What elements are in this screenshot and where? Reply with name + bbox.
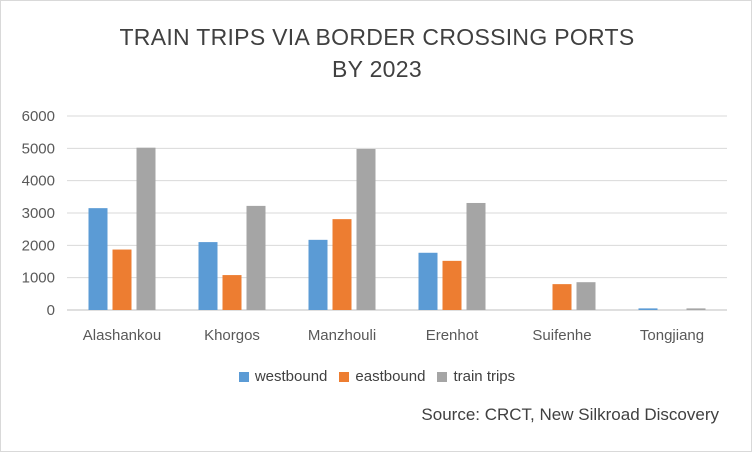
bar-westbound-tongjiang xyxy=(638,308,658,310)
y-tick-label: 2000 xyxy=(22,237,55,254)
bar-eastbound-khorgos xyxy=(222,275,242,310)
bar-westbound-manzhouli xyxy=(308,239,328,310)
bar-train-trips-manzhouli xyxy=(356,148,376,310)
x-tick-label: Alashankou xyxy=(83,327,161,344)
legend-swatch xyxy=(437,371,448,382)
y-tick-label: 3000 xyxy=(22,205,55,222)
x-tick-label: Erenhot xyxy=(426,327,479,344)
legend-label: eastbound xyxy=(355,368,426,385)
bar-westbound-erenhot xyxy=(418,252,438,310)
bar-eastbound-alashankou xyxy=(112,249,132,310)
legend-label: train trips xyxy=(453,368,516,385)
chart-title-line-1: TRAIN TRIPS VIA BORDER CROSSING PORTS xyxy=(119,24,635,50)
bar-train-trips-erenhot xyxy=(466,202,486,310)
bar-train-trips-khorgos xyxy=(246,205,266,310)
y-tick-label: 4000 xyxy=(22,173,55,190)
chart-title-line-2: BY 2023 xyxy=(332,56,422,82)
bar-eastbound-manzhouli xyxy=(332,219,352,310)
legend-item: train trips xyxy=(437,368,515,385)
bar-train-trips-suifenhe xyxy=(576,282,596,310)
legend-swatch xyxy=(339,371,350,382)
x-tick-label: Suifenhe xyxy=(532,327,591,344)
legend-swatch xyxy=(238,371,249,382)
bar-eastbound-suifenhe xyxy=(552,284,572,310)
y-tick-label: 5000 xyxy=(22,140,55,157)
legend-item: eastbound xyxy=(339,368,425,385)
chart-legend: westbound eastbound train trips xyxy=(1,368,752,385)
bar-train-trips-tongjiang xyxy=(686,308,706,310)
x-tick-label: Manzhouli xyxy=(308,327,376,344)
bar-train-trips-alashankou xyxy=(136,147,156,310)
y-tick-label: 1000 xyxy=(22,270,55,287)
x-tick-label: Tongjiang xyxy=(640,327,704,344)
legend-label: westbound xyxy=(254,368,328,385)
y-tick-label: 0 xyxy=(47,302,55,319)
legend-item: westbound xyxy=(238,368,328,385)
source-note: Source: CRCT, New Silkroad Discovery xyxy=(421,405,719,424)
bar-westbound-khorgos xyxy=(198,242,218,310)
bar-westbound-alashankou xyxy=(88,208,108,310)
bar-eastbound-erenhot xyxy=(442,260,462,310)
chart-title: TRAIN TRIPS VIA BORDER CROSSING PORTS BY… xyxy=(1,21,752,85)
x-tick-label: Khorgos xyxy=(204,327,260,344)
y-tick-label: 6000 xyxy=(22,108,55,125)
